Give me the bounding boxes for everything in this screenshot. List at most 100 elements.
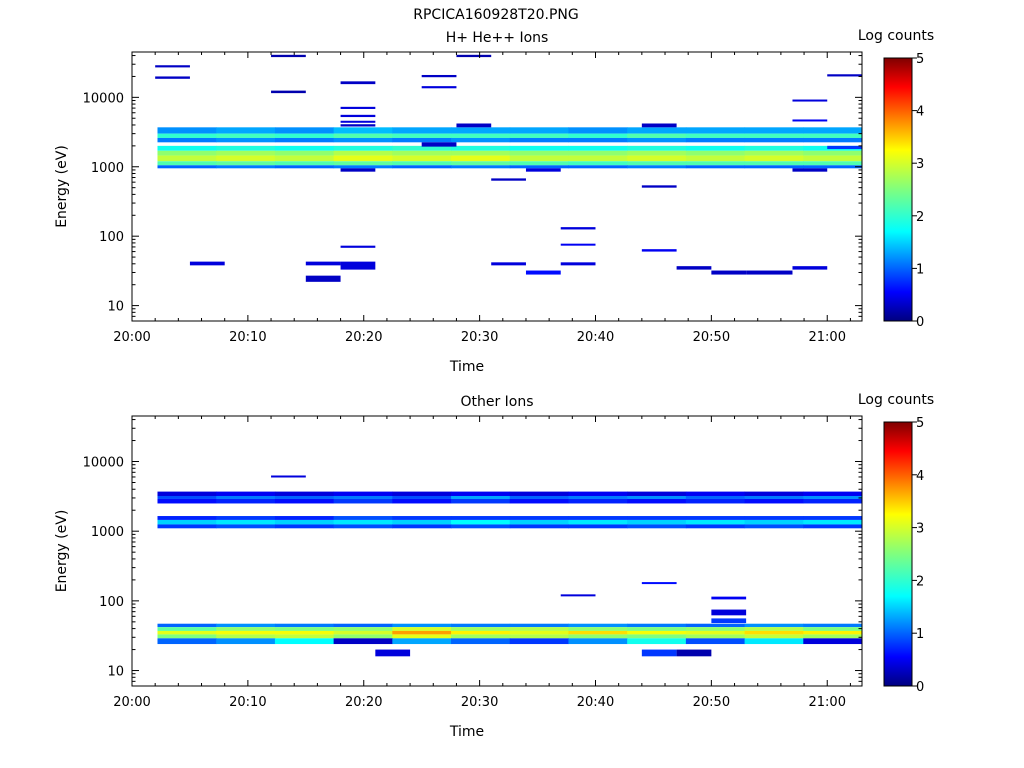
heatmap-cell bbox=[451, 145, 511, 151]
colorbar-tick-label: 0 bbox=[916, 315, 924, 330]
heatmap-cell bbox=[333, 165, 393, 169]
heatmap-cell bbox=[274, 623, 335, 628]
heatmap-cells bbox=[157, 475, 863, 657]
heatmap-cell bbox=[421, 142, 457, 147]
heatmap-cell bbox=[157, 634, 217, 639]
heatmap-cell bbox=[744, 137, 804, 143]
heatmap-cell bbox=[451, 516, 511, 520]
heatmap-cell bbox=[792, 168, 828, 172]
heatmap-cell bbox=[340, 168, 376, 172]
y-axis-label: Energy (eV) bbox=[54, 145, 70, 228]
heatmap-cell bbox=[333, 627, 393, 631]
heatmap-cell bbox=[744, 627, 804, 631]
heatmap-cell bbox=[216, 495, 276, 499]
heatmap-cell bbox=[744, 495, 804, 499]
heatmap-cell bbox=[685, 495, 746, 499]
heatmap-cell bbox=[392, 623, 452, 628]
heatmap-cell bbox=[744, 155, 804, 162]
heatmap-cell bbox=[274, 634, 335, 639]
heatmap-cell bbox=[744, 150, 804, 156]
heatmap-cell bbox=[676, 266, 712, 270]
heatmap-cell bbox=[803, 161, 863, 166]
heatmap-cell bbox=[827, 145, 862, 150]
heatmap-cell bbox=[525, 270, 561, 275]
heatmap-cell bbox=[392, 127, 452, 134]
heatmap-cell bbox=[216, 623, 276, 628]
heatmap-cell bbox=[676, 649, 712, 657]
heatmap-cell bbox=[274, 150, 335, 156]
heatmap-cell bbox=[641, 649, 677, 657]
heatmap-cell bbox=[157, 127, 217, 134]
heatmap-cell bbox=[568, 498, 628, 504]
heatmap-cell bbox=[305, 275, 341, 282]
heatmap-cell bbox=[216, 155, 276, 162]
heatmap-cell bbox=[456, 54, 492, 58]
heatmap-cell bbox=[803, 155, 863, 162]
heatmap-cell bbox=[641, 582, 677, 585]
colorbar-tick-label: 5 bbox=[916, 416, 924, 431]
y-tick-label: 10 bbox=[107, 300, 124, 315]
heatmap-cell bbox=[627, 133, 687, 138]
heatmap-cell bbox=[392, 145, 452, 151]
heatmap-cell bbox=[305, 261, 341, 266]
heatmap-cell bbox=[333, 127, 393, 134]
heatmap-cell bbox=[685, 133, 746, 138]
heatmap-cell bbox=[392, 634, 452, 639]
heatmap-cell bbox=[803, 519, 863, 525]
heatmap-cell bbox=[568, 133, 628, 138]
heatmap-cell bbox=[421, 86, 457, 89]
heatmap-cell bbox=[451, 150, 511, 156]
heatmap-cell bbox=[216, 491, 276, 496]
heatmap-cell bbox=[340, 261, 376, 270]
heatmap-cell bbox=[392, 155, 452, 162]
heatmap-cell bbox=[274, 491, 335, 496]
heatmap-cell bbox=[451, 630, 511, 635]
heatmap-cell bbox=[627, 627, 687, 631]
heatmap-cell bbox=[333, 516, 393, 520]
heatmap-cell bbox=[392, 638, 452, 645]
heatmap-cell bbox=[803, 137, 863, 143]
heatmap-cell bbox=[333, 491, 393, 496]
heatmap-cell bbox=[216, 165, 276, 169]
colorbar-tick-label: 2 bbox=[916, 574, 924, 589]
heatmap-cell bbox=[509, 638, 569, 645]
x-tick-label: 20:10 bbox=[229, 695, 266, 710]
heatmap-cell bbox=[509, 634, 569, 639]
heatmap-cell bbox=[340, 106, 376, 109]
heatmap-cell bbox=[641, 249, 677, 252]
heatmap-cell bbox=[568, 150, 628, 156]
colorbar-tick-label: 1 bbox=[916, 627, 924, 642]
heatmap-cell bbox=[340, 124, 376, 127]
heatmap-cell bbox=[627, 623, 687, 628]
heatmap-cell bbox=[274, 498, 335, 504]
heatmap-cell bbox=[274, 516, 335, 520]
heatmap-cell bbox=[568, 155, 628, 162]
heatmap-cell bbox=[451, 155, 511, 162]
heatmap-cell bbox=[216, 498, 276, 504]
heatmap-cell bbox=[627, 165, 687, 169]
heatmap-cell bbox=[568, 495, 628, 499]
heatmap-cell bbox=[392, 524, 452, 529]
heatmap-cell bbox=[451, 127, 511, 134]
x-tick-label: 20:00 bbox=[113, 695, 150, 710]
heatmap-cell bbox=[803, 127, 863, 134]
heatmap-cell bbox=[333, 519, 393, 525]
panel-other-ions: Other Ions 20:00 20:10 20:20 20:30 20:40 20:50… bbox=[54, 392, 934, 740]
heatmap-cell bbox=[568, 519, 628, 525]
heatmap-cell bbox=[392, 137, 452, 143]
heatmap-cell bbox=[803, 491, 863, 496]
heatmap-cell bbox=[827, 74, 862, 77]
heatmap-cell bbox=[568, 630, 628, 635]
heatmap-cell bbox=[456, 123, 492, 128]
heatmap-cell bbox=[509, 127, 569, 134]
heatmap-cell bbox=[509, 161, 569, 166]
panel-title: Other Ions bbox=[460, 394, 533, 410]
heatmap-cell bbox=[792, 119, 828, 122]
heatmap-cell bbox=[744, 498, 804, 504]
heatmap-cell bbox=[216, 519, 276, 525]
colorbar-tick-label: 0 bbox=[916, 680, 924, 695]
heatmap-cell bbox=[568, 638, 628, 645]
colorbar-tick-label: 1 bbox=[916, 262, 924, 277]
heatmap-cell bbox=[685, 627, 746, 631]
